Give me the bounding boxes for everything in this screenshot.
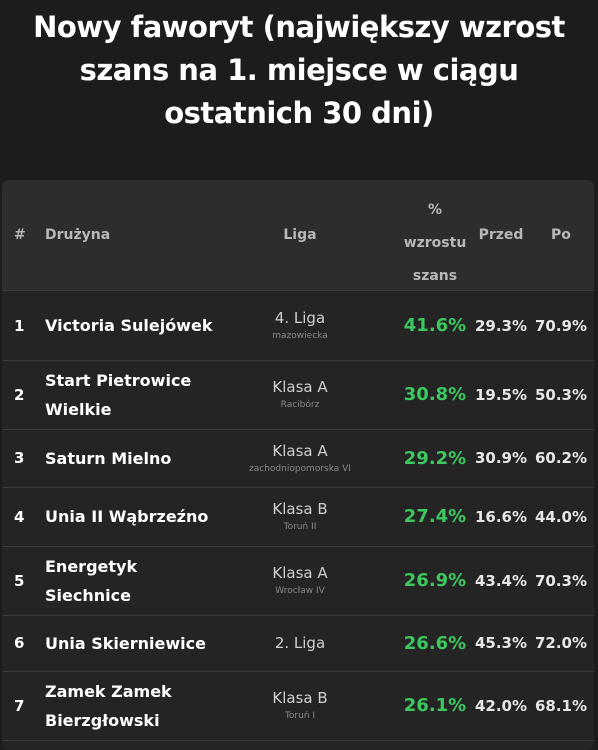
league-name: Klasa A <box>272 378 328 396</box>
rank-number: 2 <box>14 385 25 404</box>
rank-number: 1 <box>14 316 25 335</box>
after-value: 50.3% <box>534 385 588 404</box>
after-value: 70.3% <box>534 571 588 590</box>
before-value: 42.0% <box>474 696 528 715</box>
team-name[interactable]: Unia Skierniewice <box>45 615 225 671</box>
header-increase-line-2: wzrostu <box>403 235 467 251</box>
after-value: 70.9% <box>534 316 588 335</box>
team-name-text: Energetyk Siechnice <box>45 556 138 605</box>
team-name-text: Unia Skierniewice <box>45 633 206 653</box>
team-name-text: Saturn Mielno <box>45 448 172 468</box>
table-row[interactable]: 1 Victoria Sulejówek 4. Liga mazowiecka 41.6… <box>2 291 594 361</box>
league-cell: 4. Liga mazowiecka <box>227 291 373 360</box>
increase-value: 26.1% <box>403 695 467 716</box>
before-value: 29.3% <box>474 316 528 335</box>
league-cell: Klasa A Wrocław IV <box>227 546 373 615</box>
after-value: 44.0% <box>534 507 588 526</box>
table-row[interactable]: 7 Zamek Zamek Bierzgłowski Klasa B Toruń I 2… <box>2 671 594 741</box>
title-line-1: Nowy faworyt (największy wzrost <box>33 10 565 44</box>
increase-value: 27.4% <box>403 506 467 527</box>
title-line-2: szans na 1. miejsce w ciągu <box>79 53 519 87</box>
team-name-text: Victoria Sulejówek <box>45 316 213 335</box>
header-increase[interactable]: % wzrostu szans <box>390 194 480 293</box>
page-title: Nowy faworyt (największy wzrost szans na… <box>0 6 598 135</box>
league-region: Racibórz <box>280 400 320 410</box>
team-name[interactable]: Zamek Zamek Bierzgłowski <box>45 671 225 740</box>
league-name: Klasa B <box>272 500 328 518</box>
before-value: 43.4% <box>474 571 528 590</box>
header-before[interactable]: Przed <box>478 227 524 243</box>
after-value: 72.0% <box>534 634 588 652</box>
header-rank: # <box>14 227 26 243</box>
rank-number: 5 <box>14 571 25 590</box>
header-league[interactable]: Liga <box>283 227 317 243</box>
ranking-table: # Drużyna Liga % wzrostu szans Przed Po … <box>2 180 594 750</box>
league-cell: Klasa B Toruń I <box>227 671 373 740</box>
increase-value: 26.6% <box>403 632 467 654</box>
league-cell: 2. Liga <box>227 615 373 671</box>
before-value: 45.3% <box>474 634 528 652</box>
league-cell: Klasa B Toruń II <box>227 487 373 546</box>
before-value: 30.9% <box>474 449 528 467</box>
before-value: 16.6% <box>474 507 528 526</box>
increase-value: 26.9% <box>403 570 467 591</box>
increase-value: 29.2% <box>403 447 467 469</box>
rank-number: 3 <box>14 449 25 467</box>
table-row[interactable]: 4 Unia II Wąbrzeźno Klasa B Toruń II 27.4% 16… <box>2 487 594 547</box>
increase-value: 41.6% <box>403 315 467 336</box>
table-row[interactable]: 6 Unia Skierniewice 2. Liga 26.6% 45.3% 72.0% <box>2 615 594 672</box>
team-name-text: Start Pietrowice Wielkie <box>45 370 192 419</box>
table-row[interactable]: 5 Energetyk Siechnice Klasa A Wrocław IV 26.… <box>2 546 594 616</box>
table-header: # Drużyna Liga % wzrostu szans Przed Po <box>2 180 594 291</box>
header-after[interactable]: Po <box>551 227 571 243</box>
rank-number: 4 <box>14 507 25 526</box>
title-line-3: ostatnich 30 dni) <box>164 96 434 130</box>
league-region: zachodniopomorska VI <box>249 463 351 474</box>
increase-value: 30.8% <box>403 384 467 405</box>
table-row[interactable]: 3 Saturn Mielno Klasa A zachodniopomorska V… <box>2 429 594 488</box>
team-name[interactable]: Unia II Wąbrzeźno <box>45 487 225 546</box>
before-value: 19.5% <box>474 385 528 404</box>
league-region: Wrocław IV <box>275 586 325 596</box>
rank-number: 7 <box>14 696 25 715</box>
league-region: mazowiecka <box>272 331 328 341</box>
header-increase-line-3: szans <box>412 268 458 284</box>
team-name-text: Unia II Wąbrzeźno <box>45 507 209 526</box>
table-row[interactable]: 2 Start Pietrowice Wielkie Klasa A Racibórz… <box>2 360 594 430</box>
team-name[interactable]: Saturn Mielno <box>45 429 225 487</box>
team-name[interactable]: Energetyk Siechnice <box>45 546 225 615</box>
team-name[interactable]: Start Pietrowice Wielkie <box>45 360 225 429</box>
league-name: 2. Liga <box>274 634 326 652</box>
team-name[interactable]: Victoria Sulejówek <box>45 291 225 360</box>
header-team[interactable]: Drużyna <box>45 227 111 243</box>
team-name-text: Zamek Zamek Bierzgłowski <box>45 681 172 730</box>
league-name: 4. Liga <box>274 309 326 327</box>
after-value: 68.1% <box>534 696 588 715</box>
rank-number: 6 <box>14 634 25 652</box>
header-increase-line-1: % <box>427 202 443 218</box>
league-name: Klasa A <box>272 564 328 582</box>
league-name: Klasa B <box>272 689 328 707</box>
league-region: Toruń I <box>284 711 316 721</box>
league-name: Klasa A <box>272 441 328 460</box>
after-value: 60.2% <box>534 449 588 467</box>
league-region: Toruń II <box>283 522 317 532</box>
league-cell: Klasa A Racibórz <box>227 360 373 429</box>
league-cell: Klasa A zachodniopomorska VI <box>227 429 373 487</box>
